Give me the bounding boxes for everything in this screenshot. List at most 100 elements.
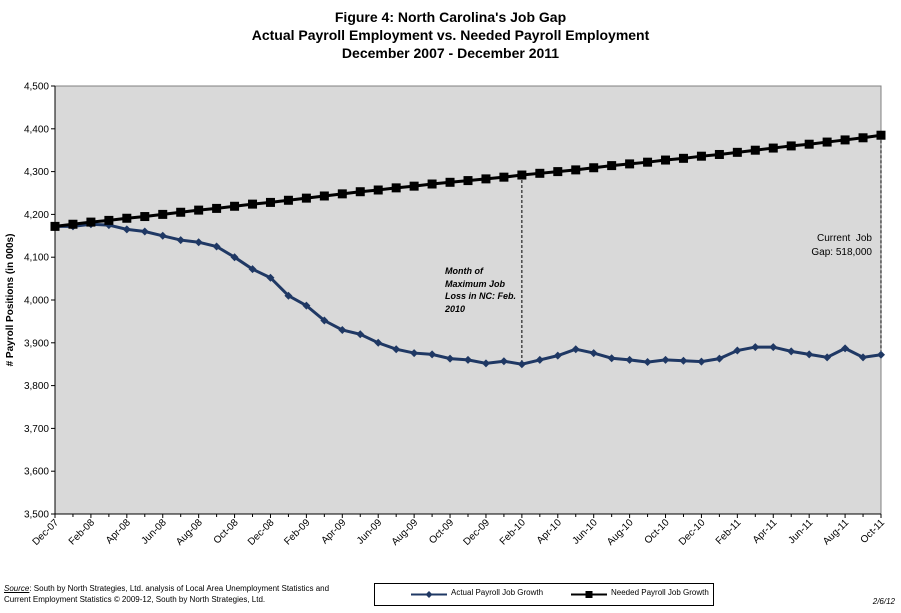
actual-point <box>122 225 131 234</box>
needed-point <box>409 181 419 191</box>
actual-point <box>446 354 455 363</box>
legend-actual-marker <box>425 591 433 598</box>
actual-point <box>410 349 419 358</box>
legend-markers <box>411 591 607 598</box>
needed-point <box>230 201 240 211</box>
needed-point <box>427 179 437 189</box>
x-tick-label: Feb-08 <box>67 517 97 547</box>
needed-point <box>104 215 114 225</box>
legend-needed-marker <box>585 591 593 598</box>
annotation-max-job-loss-line-3: Loss in NC: Feb. <box>445 291 517 301</box>
x-tick-label: Feb-09 <box>282 517 312 547</box>
annotation-max-job-loss-line-4: 2010 <box>445 303 466 314</box>
needed-point <box>86 217 96 227</box>
x-tick-label: Aug-08 <box>174 517 205 548</box>
needed-point <box>68 219 78 229</box>
actual-point <box>787 347 796 356</box>
x-tick-label: Aug-10 <box>605 517 636 548</box>
actual-point <box>715 354 724 363</box>
x-tick-label: Dec-10 <box>677 517 708 548</box>
date-stamp: 2/6/12 <box>872 597 895 606</box>
actual-point <box>517 360 526 369</box>
actual-point <box>230 253 239 262</box>
needed-point <box>786 141 796 151</box>
needed-point <box>158 209 168 219</box>
needed-point <box>553 167 563 177</box>
actual-point <box>302 301 311 310</box>
x-tick-label: Aug-11 <box>821 517 851 547</box>
needed-point <box>643 157 653 167</box>
actual-point <box>643 358 652 367</box>
x-tick-label: Apr-08 <box>104 517 133 546</box>
actual-point <box>338 325 347 334</box>
needed-point <box>732 147 742 157</box>
y-axis-label: # Payroll Positions (in 000s) <box>5 234 16 367</box>
actual-point <box>212 242 221 251</box>
actual-point <box>499 357 508 366</box>
actual-point <box>481 359 490 368</box>
needed-point <box>607 161 617 171</box>
actual-point <box>733 346 742 355</box>
actual-point <box>158 231 167 240</box>
actual-point <box>176 236 185 245</box>
needed-point <box>319 191 329 201</box>
needed-point <box>499 172 509 182</box>
chart-canvas: 3,500 3,600 3,700 3,800 3,900 4,000 4,100 4,200… <box>5 82 888 548</box>
needed-point <box>248 199 258 209</box>
actual-point <box>356 330 365 339</box>
actual-point <box>248 265 257 274</box>
actual-point <box>823 353 832 362</box>
needed-point <box>337 189 347 199</box>
needed-point <box>571 165 581 175</box>
needed-point <box>176 207 186 217</box>
title-line-2: Actual Payroll Employment vs. Needed Pay… <box>251 27 650 43</box>
y-tick-label: 4,200 <box>24 210 49 221</box>
actual-point <box>661 355 670 364</box>
needed-point <box>391 183 401 193</box>
needed-point <box>535 168 545 178</box>
needed-point <box>355 187 365 197</box>
x-tick-label: Feb-10 <box>498 517 528 547</box>
y-tick-label: 3,600 <box>24 467 49 478</box>
x-tick-label: Dec-08 <box>246 517 277 548</box>
annotation-current-gap-line-2: Gap: 518,000 <box>811 247 872 258</box>
needed-point <box>122 213 132 223</box>
x-tick-label: Oct-08 <box>212 517 241 546</box>
actual-point <box>266 273 275 282</box>
needed-point <box>750 145 760 155</box>
y-tick-label: 3,900 <box>24 338 49 349</box>
actual-point <box>464 355 472 364</box>
needed-point <box>373 185 383 195</box>
x-tick-label: Jun-11 <box>786 517 815 546</box>
annotation-current-gap: Current Job Gap: 518,000 <box>798 232 872 260</box>
needed-point <box>517 170 527 180</box>
actual-point <box>679 356 688 365</box>
needed-point <box>696 151 706 161</box>
actual-point <box>392 345 401 354</box>
plot-area <box>54 85 882 515</box>
needed-point <box>212 203 222 213</box>
source-note: Source: South by North Strategies, Ltd. … <box>4 583 329 605</box>
actual-point <box>535 355 544 364</box>
actual-point <box>805 350 814 359</box>
actual-point <box>571 345 580 354</box>
needed-point <box>661 155 671 165</box>
actual-point <box>320 316 329 325</box>
x-tick-label: Oct-11 <box>859 517 888 546</box>
actual-point <box>284 291 293 300</box>
title-line-1: Figure 4: North Carolina's Job Gap <box>334 9 567 25</box>
legend: Actual Payroll Job Growth Needed Payroll… <box>374 583 714 606</box>
x-tick-label: Apr-09 <box>319 517 348 546</box>
annotation-max-job-loss-line-1: Month of <box>445 266 483 276</box>
legend-needed-label: Needed Payroll Job Growth <box>611 588 709 597</box>
needed-point <box>804 139 814 149</box>
x-tick-label: Feb-11 <box>714 517 744 547</box>
needed-point <box>463 176 473 186</box>
annotation-max-job-loss-line-2: Maximum Job <box>445 278 506 289</box>
needed-point <box>822 137 832 147</box>
x-tick-label: Dec-09 <box>461 517 492 548</box>
actual-point <box>859 353 868 362</box>
actual-point <box>428 350 437 359</box>
needed-point <box>194 205 204 215</box>
x-tick-label: Oct-10 <box>643 517 672 546</box>
